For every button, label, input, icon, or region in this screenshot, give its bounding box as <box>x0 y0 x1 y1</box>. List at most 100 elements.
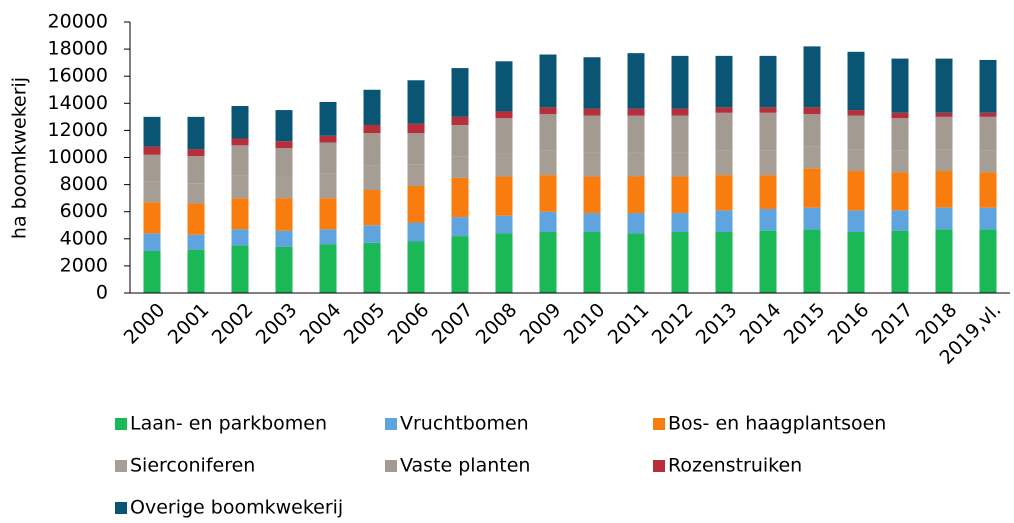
bar-segment <box>847 171 865 211</box>
bar-segment <box>231 175 249 199</box>
bar-segment <box>935 229 953 293</box>
bar-segment <box>143 146 161 155</box>
bar-segment <box>363 165 381 191</box>
bar-segment <box>627 233 645 293</box>
legend-swatch <box>385 460 397 472</box>
bar-segment <box>891 118 909 151</box>
y-tick-label: 20000 <box>48 11 108 33</box>
bar-segment <box>187 149 205 157</box>
bar-segment <box>803 114 821 147</box>
bar-segment <box>143 154 161 182</box>
y-tick-label: 16000 <box>48 65 108 87</box>
bar-segment <box>803 207 821 230</box>
bar-segment <box>759 107 777 113</box>
bar-segment <box>143 250 161 293</box>
bar-segment <box>187 183 205 204</box>
bar-segment <box>407 222 425 242</box>
bar-segment <box>627 213 645 234</box>
bar-segment <box>759 208 777 231</box>
bar-segment <box>671 108 689 116</box>
bar-segment <box>363 124 381 134</box>
bar-segment <box>363 89 381 125</box>
bar-segment <box>627 108 645 116</box>
x-tick-label: 2007 <box>428 299 478 349</box>
bar-segment <box>715 55 733 108</box>
bar-segment <box>495 118 513 154</box>
x-tick-label: 2003 <box>252 299 302 349</box>
bar-segment <box>759 175 777 209</box>
bar-segment <box>407 185 425 223</box>
bar-segment <box>979 116 997 151</box>
bar-segment <box>979 59 997 113</box>
bar-segment <box>407 133 425 165</box>
bar-segment <box>143 181 161 203</box>
bar-segment <box>891 112 909 119</box>
x-tick-label: 2002 <box>208 299 258 349</box>
bar-segment <box>583 108 601 116</box>
bar-segment <box>583 213 601 233</box>
bar-segment <box>451 177 469 218</box>
bar-segment <box>671 55 689 109</box>
x-tick-label: 2015 <box>780 299 830 349</box>
bar-segment <box>583 152 601 177</box>
bar-segment <box>539 211 557 233</box>
legend-swatch <box>115 460 127 472</box>
y-tick-label: 12000 <box>48 119 108 141</box>
y-tick-label: 6000 <box>60 200 108 222</box>
bar-segment <box>935 116 953 150</box>
bar-segment <box>143 116 161 147</box>
legend-label: Bos- en haagplantsoen <box>668 413 886 435</box>
bar-segment <box>451 236 469 293</box>
y-tick-label: 10000 <box>48 146 108 168</box>
bar-segment <box>759 112 777 151</box>
bar-segment <box>407 123 425 134</box>
legend-label: Laan- en parkbomen <box>130 413 327 435</box>
bar-segment <box>539 54 557 108</box>
bar-segment <box>803 229 821 293</box>
legend-label: Vaste planten <box>400 455 530 477</box>
y-tick-label: 4000 <box>60 227 108 249</box>
bar-segment <box>671 152 689 177</box>
bar-segment <box>495 111 513 119</box>
bar-segment <box>451 217 469 237</box>
bar-segment <box>583 57 601 109</box>
x-tick-label: 2009 <box>516 299 566 349</box>
bar-segment <box>539 150 557 176</box>
bar-segment <box>319 135 337 143</box>
bar-segment <box>935 149 953 172</box>
bar-segment <box>495 233 513 293</box>
bar-segment <box>803 168 821 208</box>
bar-segment <box>627 115 645 153</box>
bar-segment <box>407 80 425 124</box>
x-tick-label: 2010 <box>560 299 610 349</box>
bar-segment <box>979 150 997 173</box>
x-tick-label: 2013 <box>692 299 742 349</box>
bar-segment <box>275 176 293 199</box>
bar-segment <box>451 156 469 178</box>
bar-segment <box>363 133 381 166</box>
bar-segment <box>847 115 865 150</box>
bar-segment <box>451 68 469 117</box>
bar-segment <box>407 164 425 186</box>
x-tick-label: 2006 <box>384 299 434 349</box>
bar-segment <box>495 176 513 216</box>
bar-segment <box>803 146 821 169</box>
x-tick-label: 2014 <box>736 299 786 349</box>
bar-segment <box>759 230 777 293</box>
x-tick-label: 2001 <box>164 299 214 349</box>
bar-segment <box>187 156 205 184</box>
legend-label: Vruchtbomen <box>400 413 529 435</box>
bar-segment <box>759 55 777 108</box>
bar-segment <box>231 106 249 139</box>
bar-segment <box>319 244 337 293</box>
bar-segment <box>891 230 909 293</box>
bar-segment <box>363 242 381 293</box>
bar-segment <box>143 202 161 234</box>
bar-segment <box>715 150 733 176</box>
bar-segment <box>671 176 689 214</box>
bar-segment <box>143 233 161 251</box>
bar-segment <box>187 203 205 235</box>
legend-label: Sierconiferen <box>130 455 255 477</box>
bar-segment <box>319 229 337 245</box>
bar-segment <box>583 232 601 293</box>
